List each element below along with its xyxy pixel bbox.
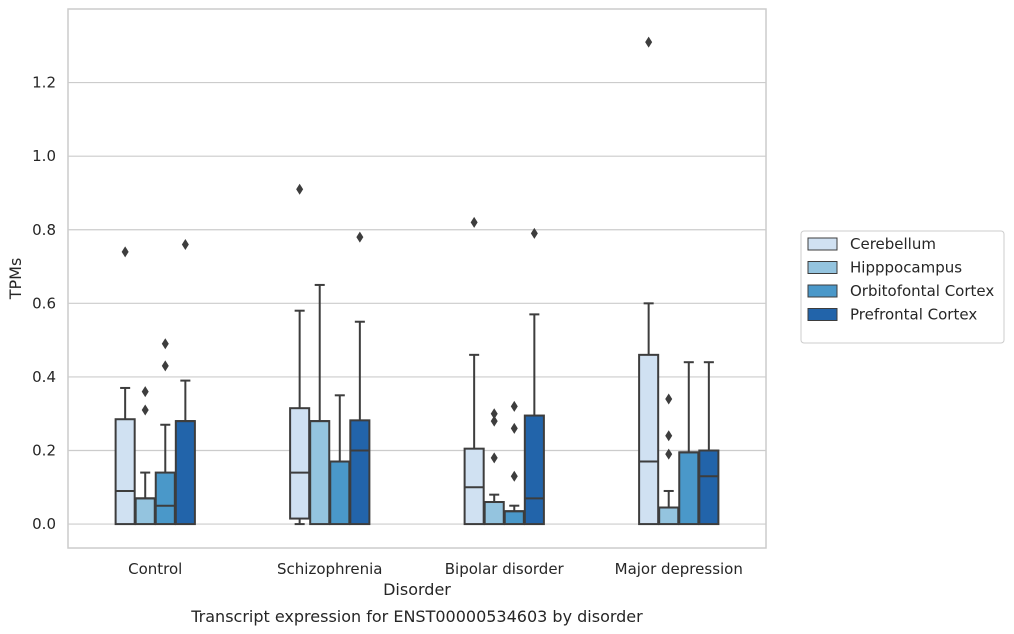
x-axis-title: Disorder (383, 580, 451, 599)
box-body (289, 407, 311, 520)
box-prefrontal-cortex-3 (698, 361, 720, 526)
box-cerebellum-3 (638, 36, 660, 526)
box-orbitofontal-cortex-2 (503, 400, 525, 526)
outlier-point (141, 404, 149, 416)
outlier-point (121, 246, 129, 258)
box-orbitofontal-cortex-0 (154, 338, 176, 526)
outlier-point (356, 231, 364, 243)
box-body (698, 449, 720, 526)
outlier-point (141, 386, 149, 398)
outlier-point (490, 415, 498, 427)
box-hipppocampus-0 (134, 386, 156, 526)
outlier-point (665, 448, 673, 460)
box-hipppocampus-3 (658, 393, 680, 526)
outlier-point (530, 227, 538, 239)
box-prefrontal-cortex-0 (174, 238, 196, 526)
legend-label: Orbitofontal Cortex (850, 282, 994, 300)
y-tick-label: 0.2 (32, 442, 56, 460)
box-body (309, 420, 331, 526)
legend-label: Cerebellum (850, 235, 936, 253)
y-tick-label: 1.0 (32, 147, 56, 165)
box-cerebellum-0 (114, 246, 136, 526)
figure-caption: Transcript expression for ENST0000053460… (190, 607, 643, 626)
box-hipppocampus-1 (309, 283, 331, 526)
outlier-point (161, 338, 169, 350)
y-tick-label: 0.8 (32, 221, 56, 239)
box-body (174, 420, 196, 526)
y-tick-label: 0.4 (32, 368, 56, 386)
outlier-point (161, 360, 169, 372)
box-body (154, 471, 176, 526)
y-axis-title: TPMs (6, 258, 25, 301)
legend-label: Hipppocampus (850, 259, 962, 277)
box-prefrontal-cortex-2 (523, 227, 545, 526)
box-body (658, 506, 680, 526)
y-tick-labels: 0.0 0.2 0.4 0.6 0.8 1.0 1.2 (32, 74, 56, 534)
box-cerebellum-2 (463, 216, 485, 526)
outlier-point (490, 452, 498, 464)
box-hipppocampus-2 (483, 408, 505, 526)
outlier-point (510, 422, 518, 434)
legend-swatch (807, 237, 838, 251)
box-body (638, 353, 660, 526)
outlier-point (665, 393, 673, 405)
box-body (678, 451, 700, 526)
x-tick-label: Major depression (615, 560, 743, 578)
box-body (329, 460, 351, 526)
box-body (523, 414, 545, 526)
legend-frame (800, 230, 1005, 344)
y-tick-label: 0.0 (32, 515, 56, 533)
outlier-point (490, 408, 498, 420)
y-tick-label: 0.6 (32, 294, 56, 312)
box-body (503, 510, 525, 526)
legend: Cerebellum Hipppocampus Orbitofontal Corte… (800, 230, 1005, 344)
box-body (349, 419, 371, 526)
box-orbitofontal-cortex-3 (678, 361, 700, 526)
gridlines (68, 81, 766, 525)
box-body (114, 418, 136, 526)
outlier-point (665, 430, 673, 442)
boxes (114, 36, 720, 526)
y-tick-label: 1.2 (32, 74, 56, 92)
box-cerebellum-1 (289, 183, 311, 526)
box-orbitofontal-cortex-1 (329, 394, 351, 526)
x-tick-labels: Control Schizophrenia Bipolar disorder Majo… (128, 560, 743, 578)
outlier-point (296, 183, 304, 195)
x-tick-label: Control (128, 560, 182, 578)
outlier-point (510, 470, 518, 482)
legend-swatch (807, 284, 838, 298)
outlier-point (181, 238, 189, 250)
plot-area-frame (67, 8, 767, 549)
box-prefrontal-cortex-1 (349, 231, 371, 526)
legend-swatch (807, 261, 838, 274)
legend-swatch (807, 308, 838, 321)
x-tick-label: Bipolar disorder (445, 560, 565, 578)
x-tick-label: Schizophrenia (277, 560, 382, 578)
outlier-point (510, 400, 518, 412)
outlier-point (470, 216, 478, 228)
box-body (134, 497, 156, 526)
box-body (483, 501, 505, 526)
legend-label: Prefrontal Cortex (850, 306, 977, 324)
outlier-point (645, 36, 653, 48)
